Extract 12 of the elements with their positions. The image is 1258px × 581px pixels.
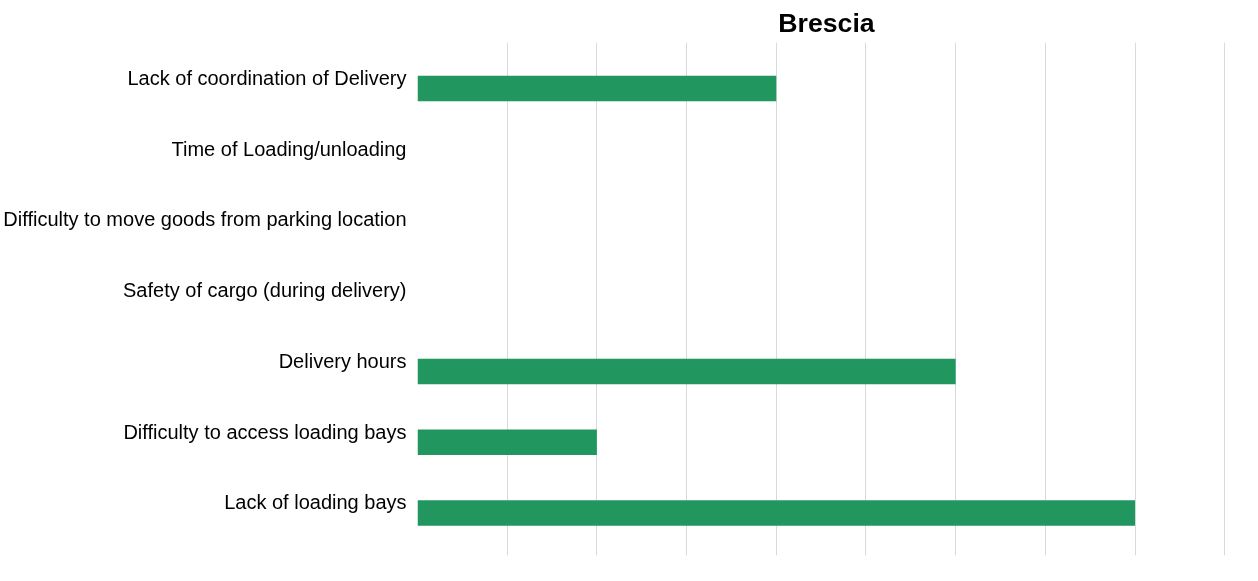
y-tick-label: Time of Loading/unloading (171, 137, 407, 160)
y-tick-label: Lack of coordination of Delivery (127, 66, 407, 89)
y-tick-label: Safety of cargo (during delivery) (123, 279, 407, 302)
y-tick-label: Difficulty to move goods from parking location (3, 208, 407, 231)
y-tick-label: Difficulty to access loading bays (123, 420, 407, 443)
chart-title: Brescia (778, 7, 875, 38)
y-tick-label: Delivery hours (278, 349, 407, 372)
y-tick-label: Lack of loading bays (224, 491, 407, 514)
bar (417, 429, 597, 456)
bar (417, 75, 777, 102)
bar (417, 500, 1136, 526)
bar (417, 358, 956, 385)
